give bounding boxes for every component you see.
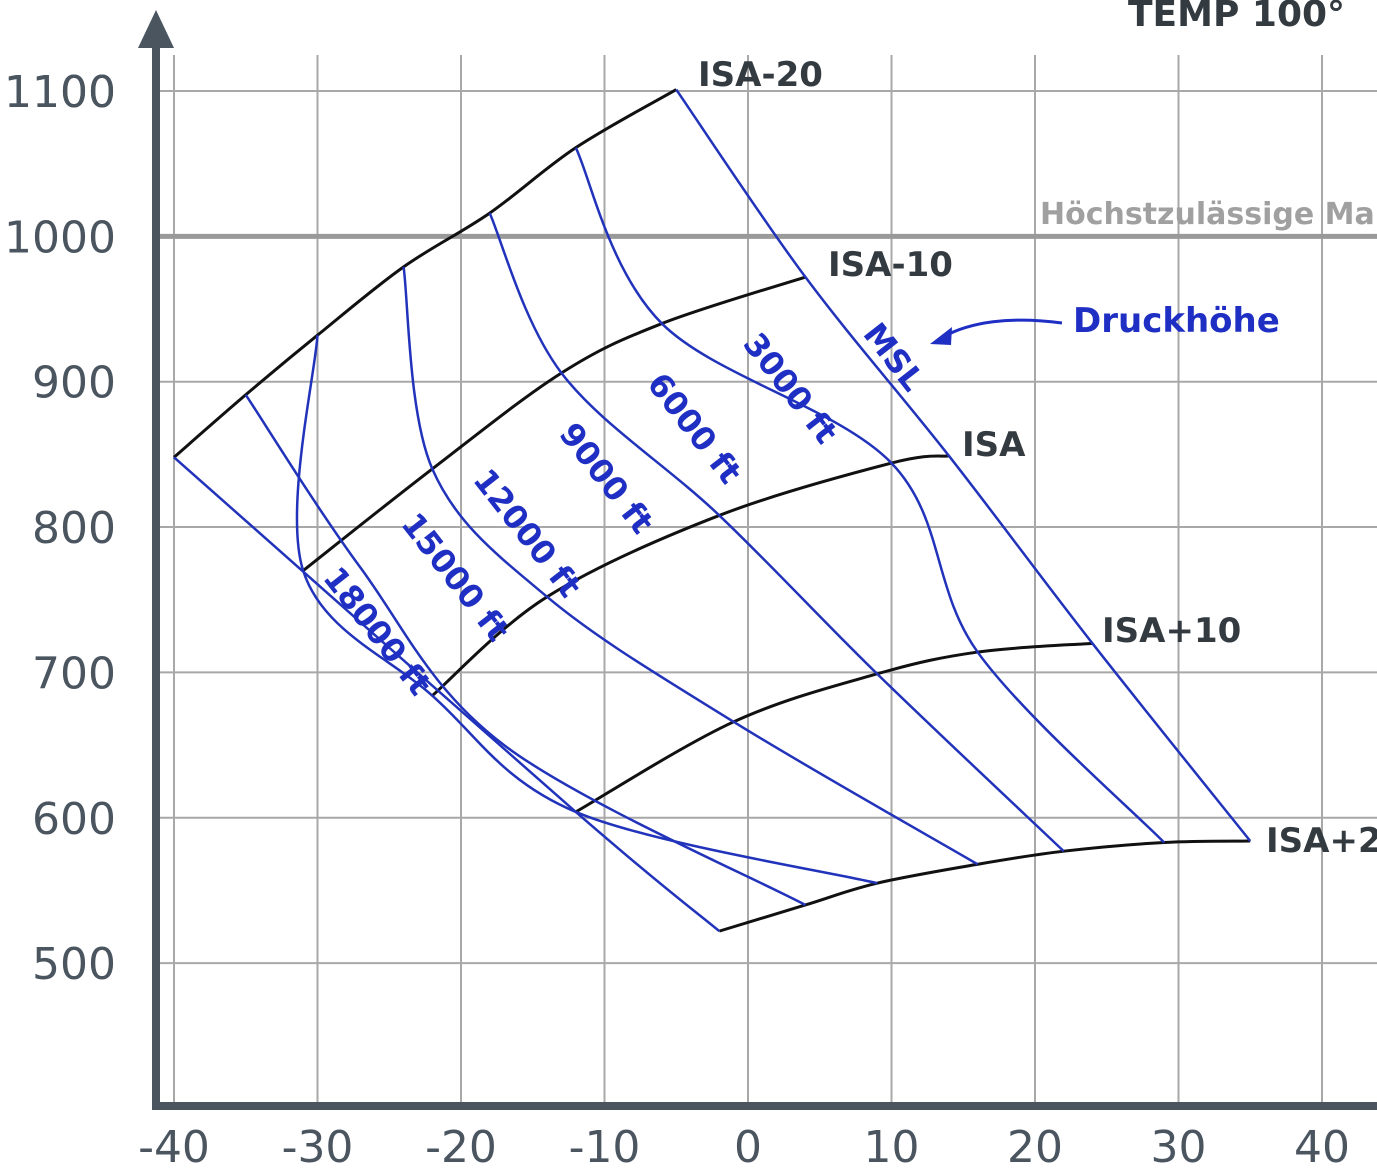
altitude-line-msl [675,88,1252,842]
altitude-line-18000-ft [173,456,721,933]
axes [138,10,1377,1110]
x-tick-label: 20 [1007,1122,1063,1169]
altitude-line-6000-ft [488,212,1065,853]
chart-title: TEMP 100° [1128,0,1345,35]
isa-curve-isa-20 [718,839,1251,933]
x-tick-label: 10 [864,1122,920,1169]
x-tick-label: 40 [1294,1122,1350,1169]
altitude-label: 18000 ft [316,560,439,703]
x-tick-label: -20 [425,1122,497,1169]
isa-curve-isa-20 [173,88,678,459]
isa-label: ISA+10 [1102,611,1241,651]
altitude-line-3000-ft [574,147,1166,844]
grid [156,55,1377,1106]
limit-line-label: Höchstzulässige Ma [1040,197,1375,232]
isa-label: ISA-10 [828,245,953,285]
altitude-line-12000-ft [295,335,878,885]
x-tick-label: 0 [734,1122,762,1169]
druckhoehe-annotation: Druckhöhe [1073,301,1280,341]
x-tick-label: -40 [138,1122,210,1169]
x-tick-label: -10 [569,1122,641,1169]
altitude-label: 9000 ft [552,416,662,541]
altitude-label: 6000 ft [640,366,750,491]
y-axis-arrow-icon [138,10,174,48]
y-tick-label: 500 [32,939,116,990]
isa-label: ISA [962,425,1026,465]
altitude-line-15000-ft [244,394,806,907]
altitude-line-9000-ft [402,266,979,866]
x-tick-label: -30 [282,1122,354,1169]
altitude-label: 3000 ft [736,326,846,451]
isa-label: ISA+20 [1266,821,1377,861]
y-tick-label: 1000 [4,212,116,263]
druckhoehe-arrowhead-icon [930,327,952,345]
y-tick-label: 700 [32,648,116,699]
y-tick-label: 900 [32,358,116,409]
isa-curve-isa-10 [575,641,1093,814]
y-tick-label: 1100 [4,67,116,118]
y-tick-label: 600 [32,794,116,845]
altitude-lines [173,88,1252,933]
y-tick-label: 800 [32,503,116,554]
y-tick-label: 1100 [4,67,116,118]
isa-label: ISA-20 [698,55,823,95]
x-tick-label: 30 [1151,1122,1207,1169]
druckhoehe-arrow [942,318,1063,339]
